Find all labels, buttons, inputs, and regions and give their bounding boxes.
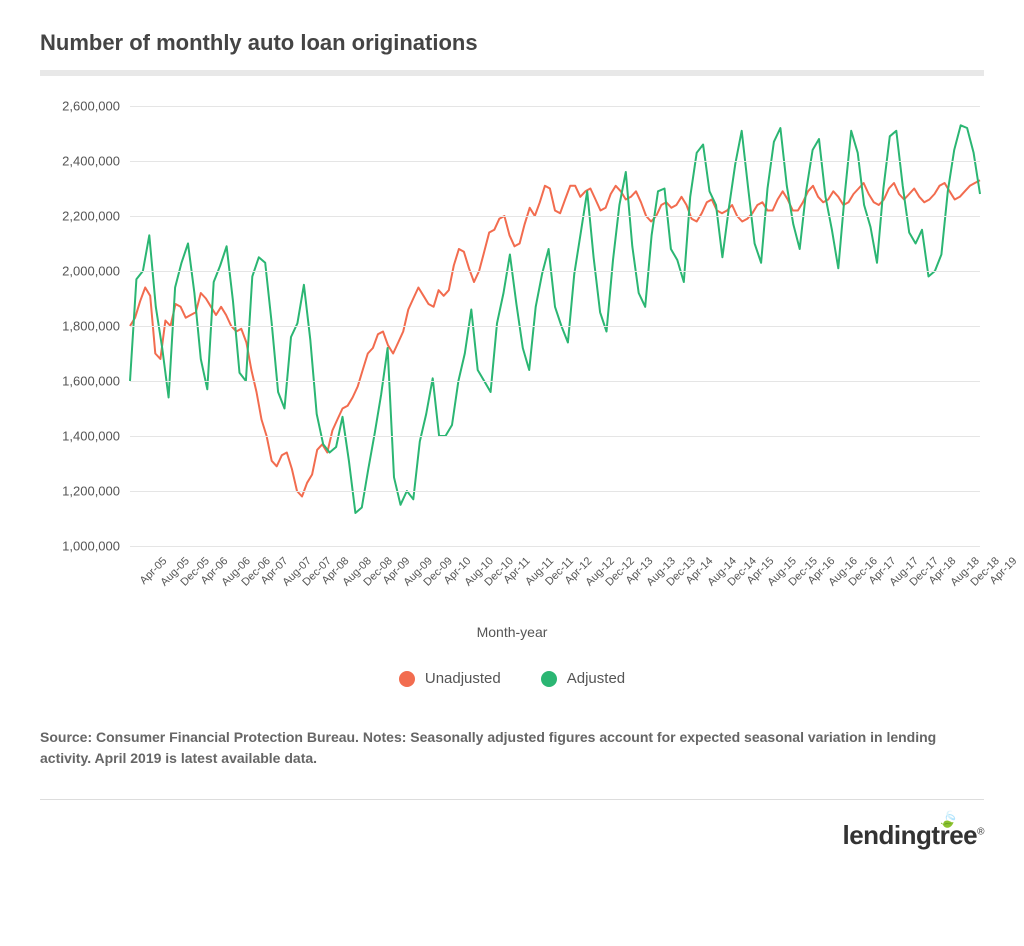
grid-line bbox=[130, 106, 980, 107]
y-tick-label: 1,000,000 bbox=[40, 539, 120, 554]
y-tick-label: 1,200,000 bbox=[40, 484, 120, 499]
grid-line bbox=[130, 271, 980, 272]
y-tick-label: 1,400,000 bbox=[40, 429, 120, 444]
x-axis-label: Month-year bbox=[40, 624, 984, 640]
y-axis: 1,000,0001,200,0001,400,0001,600,0001,80… bbox=[40, 106, 125, 546]
title-underline bbox=[40, 70, 984, 76]
footer-divider bbox=[40, 799, 984, 800]
legend-label-unadjusted: Unadjusted bbox=[425, 670, 501, 687]
chart-title: Number of monthly auto loan originations bbox=[40, 30, 984, 56]
y-tick-label: 1,600,000 bbox=[40, 374, 120, 389]
grid-line bbox=[130, 216, 980, 217]
lendingtree-logo: lendingtree® 🍃 bbox=[842, 820, 984, 851]
y-tick-label: 2,600,000 bbox=[40, 99, 120, 114]
grid-line bbox=[130, 381, 980, 382]
legend-item-unadjusted: Unadjusted bbox=[399, 670, 501, 687]
grid-line bbox=[130, 326, 980, 327]
series-line-adjusted bbox=[130, 125, 980, 513]
plot-region bbox=[130, 106, 980, 546]
legend-dot-adjusted bbox=[541, 671, 557, 687]
grid-line bbox=[130, 436, 980, 437]
legend-dot-unadjusted bbox=[399, 671, 415, 687]
chart-area: 1,000,000 1,200,000 1,400,000 1,600,000 1,80… bbox=[40, 106, 980, 616]
x-axis: Apr-05Aug-05Dec-05Apr-06Aug-06Dec-06Apr-… bbox=[130, 551, 980, 616]
registered-icon: ® bbox=[977, 826, 984, 837]
series-line-unadjusted bbox=[130, 180, 980, 496]
grid-line bbox=[130, 546, 980, 547]
grid-line bbox=[130, 491, 980, 492]
y-tick-label: 1,800,000 bbox=[40, 319, 120, 334]
legend-item-adjusted: Adjusted bbox=[541, 670, 625, 687]
legend-label-adjusted: Adjusted bbox=[567, 670, 625, 687]
grid-line bbox=[130, 161, 980, 162]
legend: Unadjusted Adjusted bbox=[40, 670, 984, 687]
source-note: Source: Consumer Financial Protection Bu… bbox=[40, 727, 984, 769]
y-tick-label: 2,400,000 bbox=[40, 154, 120, 169]
y-tick-label: 2,000,000 bbox=[40, 264, 120, 279]
logo-wrap: lendingtree® 🍃 bbox=[40, 820, 984, 851]
y-tick-label: 2,200,000 bbox=[40, 209, 120, 224]
